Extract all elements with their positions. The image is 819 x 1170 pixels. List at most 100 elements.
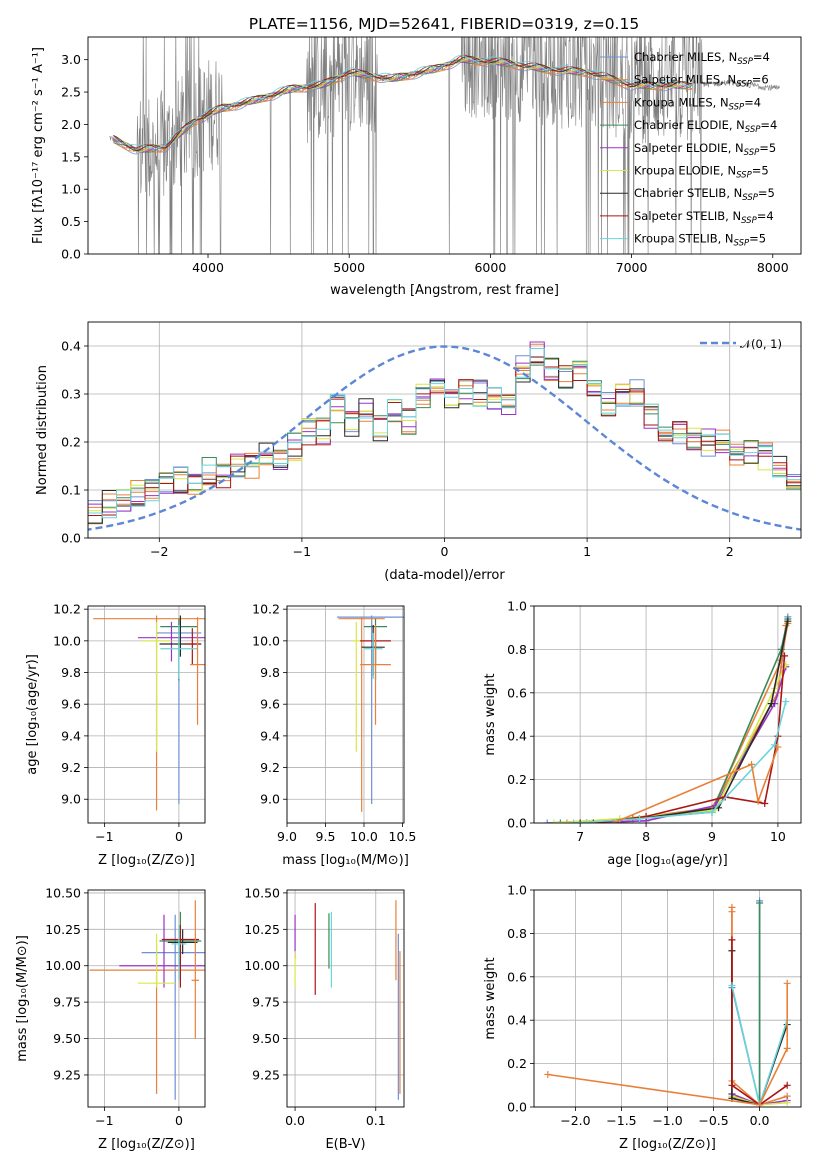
x-tick-label: −0.5 — [698, 1113, 728, 1128]
weight-marker — [783, 979, 791, 987]
legend-sub: SSP — [737, 57, 753, 67]
legend-tail: =4 — [760, 118, 777, 132]
y-tick-label: 0.0 — [61, 531, 81, 546]
x-tick-label: −1.5 — [606, 1113, 636, 1128]
y-tick-label: 1.5 — [61, 149, 81, 164]
x-axis-label: Z [log₁₀(Z/Z⊙)] — [619, 1137, 716, 1152]
axes-mass-vs-Z: −1 0 9.25 9.50 9.75 10.00 10.25 10.50 — [45, 885, 206, 1128]
weight-marker — [635, 815, 643, 823]
y-tick-label: 10.50 — [45, 885, 81, 900]
y-tick-label: 1.0 — [61, 182, 81, 197]
gaussian-curve — [88, 345, 801, 531]
x-tick-label: −2 — [150, 544, 168, 559]
y-tick-label: 9.25 — [53, 1067, 81, 1082]
legend-tail: =5 — [758, 186, 775, 200]
y-tick-label: 9.6 — [61, 697, 81, 712]
model-spectrum-6 — [113, 55, 693, 152]
y-tick-label: 0.0 — [507, 816, 527, 831]
y-tick-label: 0.3 — [61, 387, 81, 402]
weight-marker — [781, 652, 789, 660]
x-tick-label: 10.5 — [389, 829, 417, 844]
axes-weight-vs-age: 7 8 9 10 0.0 0.2 0.4 0.6 0.8 1.0 — [507, 599, 802, 844]
weight-marker — [609, 819, 617, 823]
y-tick-label: 9.4 — [61, 728, 81, 743]
x-tick-label: −1 — [95, 829, 113, 844]
y-tick-label: 10.00 — [244, 958, 280, 973]
y-axis-label: Normed distribution — [35, 365, 50, 495]
y-tick-label: 9.8 — [61, 665, 81, 680]
weight-marker — [767, 700, 775, 708]
y-tick-label: 0.5 — [61, 214, 81, 229]
y-tick-label: 9.2 — [61, 760, 81, 775]
y-tick-label: 0.2 — [507, 1056, 527, 1071]
plot-layer: 4000 5000 6000 7000 80000.00.51.01.52.02.53.… — [15, 36, 802, 1152]
weight-marker — [783, 1081, 791, 1089]
y-tick-label: 10.25 — [244, 922, 280, 937]
weight-marker — [728, 981, 736, 989]
weight-marker — [756, 899, 764, 907]
x-tick-label: 0.0 — [285, 1113, 305, 1128]
weight-marker — [756, 1101, 764, 1107]
legend-tail: =5 — [752, 164, 769, 178]
legend-entry: Chabrier ELODIE, NSSP=4 — [634, 118, 777, 135]
x-tick-label: 8 — [642, 829, 650, 844]
axes-frame — [533, 889, 802, 1108]
x-tick-label: 4000 — [192, 260, 224, 275]
y-tick-label: 9.0 — [61, 792, 81, 807]
y-axis-label: mass weight — [483, 957, 498, 1039]
legend-sub: SSP — [729, 102, 745, 112]
axes-frame — [286, 889, 405, 1108]
x-tick-label: −1.0 — [652, 1113, 682, 1128]
legend-sub: SSP — [744, 148, 760, 158]
axes-age-vs-Z: −1 0 9.0 9.2 9.4 9.6 9.8 10.0 10.2 — [53, 602, 206, 844]
weight-marker — [543, 819, 551, 823]
x-axis-label: E(B-V) — [325, 1137, 365, 1152]
legend-sub: SSP — [741, 216, 757, 226]
weight-marker — [589, 819, 597, 823]
y-tick-label: 10.0 — [53, 633, 81, 648]
axes-mass-vs-ebv: 0.0 0.1 9.25 9.50 9.75 10.00 10.25 10.50 — [244, 885, 405, 1128]
y-tick-label: 9.4 — [260, 728, 280, 743]
legend-tail: =6 — [752, 73, 769, 87]
x-axis-label: wavelength [Angstrom, rest frame] — [330, 283, 559, 298]
x-tick-label: 0 — [175, 829, 183, 844]
x-tick-label: 10 — [770, 829, 786, 844]
y-tick-label: 0.8 — [507, 926, 527, 941]
y-tick-label: 9.50 — [53, 1031, 81, 1046]
plot-area-mass-vs-Z — [89, 900, 205, 1100]
y-axis-label: age [log₁₀(age/yr)] — [25, 654, 40, 775]
legend-entry: Salpeter STELIB, NSSP=4 — [634, 209, 774, 226]
legend-sub: SSP — [734, 239, 750, 249]
axes-frame — [533, 605, 802, 824]
weight-marker — [761, 799, 769, 807]
weight-marker — [550, 819, 558, 823]
plot-area-spectrum — [109, 37, 780, 254]
y-tick-label: 0.8 — [507, 642, 527, 657]
legend-tail: =5 — [749, 232, 766, 246]
legend-tail: =4 — [757, 209, 774, 223]
y-tick-label: 10.00 — [45, 958, 81, 973]
weight-marker — [754, 797, 762, 805]
legend-entry: Kroupa ELODIE, NSSP=5 — [634, 164, 769, 181]
x-tick-label: −1 — [293, 544, 311, 559]
residual-histogram-3 — [88, 358, 801, 524]
y-tick-label: 9.25 — [252, 1067, 280, 1082]
y-tick-label: 0.2 — [61, 435, 81, 450]
legend-entry: Kroupa STELIB, NSSP=5 — [634, 232, 766, 249]
weight-marker — [783, 1044, 791, 1052]
y-tick-label: 0.4 — [61, 339, 81, 354]
x-tick-label: 0 — [441, 544, 449, 559]
weight-marker — [544, 1070, 552, 1078]
y-tick-label: 10.0 — [252, 633, 280, 648]
weight-marker — [774, 743, 782, 751]
legend-text: Salpeter STELIB, N — [634, 209, 741, 223]
x-axis-label: (data-model)/error — [384, 568, 505, 583]
legend-text: Kroupa ELODIE, N — [634, 164, 736, 178]
y-tick-label: 3.0 — [61, 52, 81, 67]
y-tick-label: 1.0 — [507, 599, 527, 614]
y-axis-label: Flux [fλ10⁻¹⁷ erg cm⁻² s⁻¹ A⁻¹] — [31, 47, 46, 244]
axes-frame — [87, 889, 206, 1108]
legend-tail: =4 — [744, 95, 761, 109]
weight-marker — [728, 936, 736, 944]
